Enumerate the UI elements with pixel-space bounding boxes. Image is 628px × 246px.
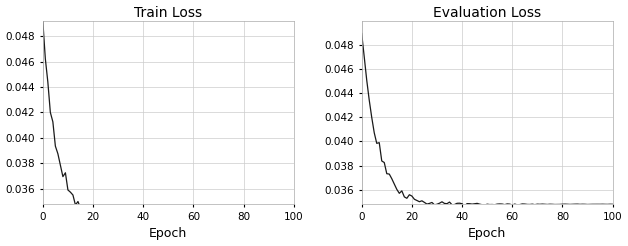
X-axis label: Epoch: Epoch (149, 228, 187, 240)
Title: Evaluation Loss: Evaluation Loss (433, 6, 541, 19)
X-axis label: Epoch: Epoch (468, 228, 506, 240)
Title: Train Loss: Train Loss (134, 6, 202, 19)
